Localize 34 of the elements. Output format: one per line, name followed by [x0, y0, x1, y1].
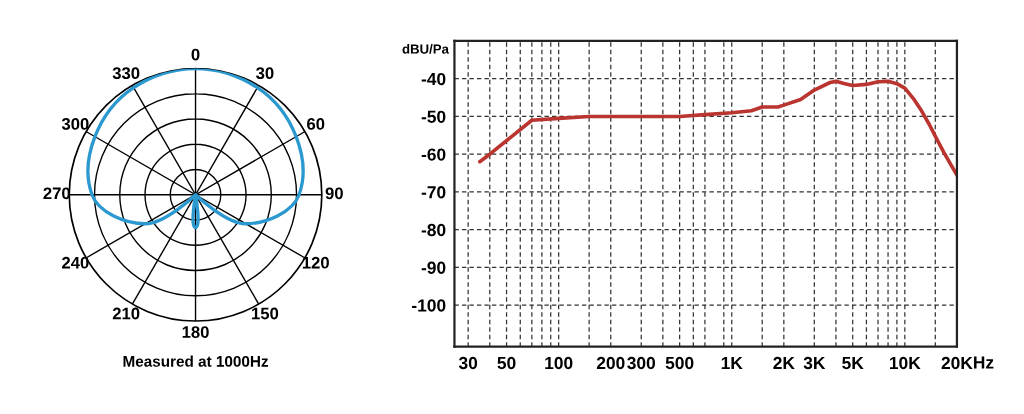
- spoke-label: 210: [112, 307, 140, 320]
- spoke-label: 30: [256, 67, 274, 80]
- y-tick-label: -90: [421, 261, 446, 274]
- y-tick-label: -100: [412, 299, 446, 312]
- x-axis-title: Hz: [974, 356, 994, 369]
- x-tick-label: 30: [458, 356, 478, 370]
- x-tick-label: 20K: [941, 356, 973, 370]
- y-tick-label: -50: [421, 110, 446, 123]
- x-tick-label: 1K: [721, 357, 743, 369]
- spoke-label: 240: [62, 256, 89, 269]
- spoke-label: 270: [43, 187, 70, 200]
- x-tick-label: 100: [545, 356, 573, 370]
- spoke-label: 90: [325, 187, 343, 200]
- x-tick-label: 200: [596, 356, 625, 370]
- x-tick-label: 500: [665, 356, 694, 370]
- y-tick-label: -80: [421, 223, 446, 237]
- x-tick-label: 3K: [803, 356, 826, 370]
- spoke-label: 120: [302, 256, 329, 269]
- spoke-label: 300: [61, 118, 89, 130]
- x-tick-label: 2K: [773, 356, 795, 369]
- spoke-label: 0: [191, 48, 200, 61]
- x-tick-label: 5K: [842, 357, 864, 370]
- x-tick-label: 50: [497, 356, 516, 370]
- y-tick-label: -40: [421, 72, 446, 86]
- spoke-label: 60: [307, 118, 325, 130]
- text: Measured at 1000Hz: [123, 355, 269, 367]
- spoke-label: 180: [182, 326, 209, 338]
- x-tick-label: 10K: [889, 356, 921, 370]
- spoke-label: 330: [112, 67, 140, 80]
- y-tick-label: -60: [421, 148, 446, 161]
- x-tick-label: 300: [627, 356, 656, 370]
- y-axis-title: dBU/Pa: [402, 44, 450, 54]
- spoke-label: 150: [252, 307, 279, 320]
- y-tick-label: -70: [421, 186, 446, 199]
